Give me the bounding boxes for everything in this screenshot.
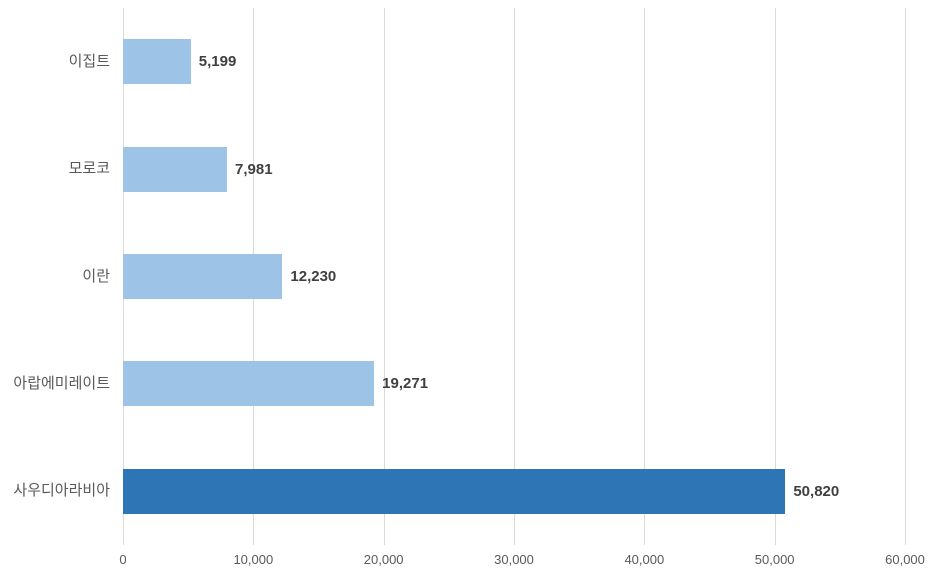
gridline	[905, 8, 906, 545]
gridline	[644, 8, 646, 545]
category-label: 이집트	[68, 52, 110, 70]
category-label: 모로코	[68, 160, 110, 178]
x-axis-tick-label: 0	[119, 552, 127, 567]
value-label: 5,199	[198, 53, 237, 71]
x-axis-tick-label: 50,000	[754, 552, 795, 567]
x-axis-tick-label: 40,000	[624, 552, 665, 567]
value-label: 50,820	[793, 482, 840, 500]
x-axis-tick-labels: 0 10,000 20,000 30,000 40,000 50,000 60,000	[0, 552, 935, 576]
value-label: 19,271	[382, 375, 429, 393]
category-label: 사우디아라비아	[13, 482, 110, 500]
bar-모로코	[123, 146, 228, 192]
value-label: 7,981	[235, 160, 273, 178]
gridline	[514, 8, 515, 545]
category-label: 이란	[82, 267, 110, 285]
value-label: 12,230	[290, 268, 337, 285]
bar-이란	[123, 254, 283, 299]
x-axis-tick-label: 10,000	[233, 552, 274, 567]
bar-아랍에미레이트	[123, 361, 375, 407]
category-label: 아랍에미레이트	[13, 374, 110, 392]
plot-area: 5,199 7,981 12,230 19,271 50,820	[123, 8, 906, 545]
x-axis-tick-label: 60,000	[885, 552, 925, 567]
gridline	[383, 8, 385, 545]
x-axis-tick-label: 30,000	[494, 552, 534, 567]
bar-사우디아라비아	[123, 468, 786, 514]
gridline	[774, 8, 776, 545]
bar-이집트	[123, 39, 191, 85]
x-axis-tick-label: 20,000	[363, 552, 404, 567]
